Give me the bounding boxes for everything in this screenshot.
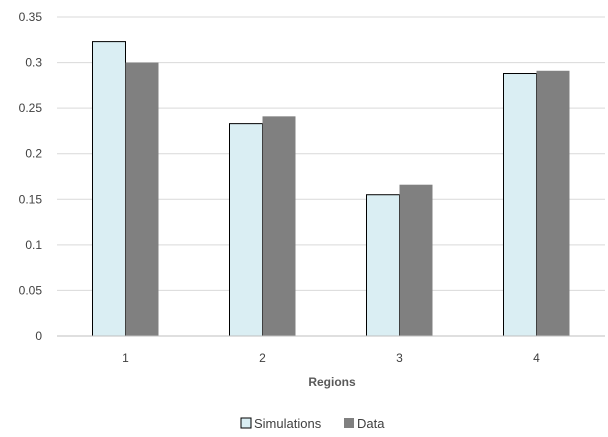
x-tick-label: 3	[396, 351, 403, 365]
x-axis-title: Regions	[308, 375, 356, 389]
y-tick-label: 0.1	[25, 238, 42, 252]
bar-simulations-region-4	[503, 73, 537, 337]
y-axis-tick-labels: 0 0.05 0.1 0.15 0.2 0.25 0.3 0.35	[19, 10, 43, 343]
y-tick-label: 0.3	[25, 56, 42, 70]
legend: Simulations Data	[240, 416, 385, 431]
legend-swatch-simulations	[240, 417, 252, 429]
y-tick-label: 0.2	[25, 147, 42, 161]
bar-simulations-region-1	[92, 41, 126, 337]
legend-label-data: Data	[357, 416, 385, 431]
bar-data-region-1	[125, 62, 159, 336]
y-tick-label: 0.15	[19, 192, 43, 206]
y-tick-label: 0.25	[19, 101, 43, 115]
x-tick-label: 4	[533, 351, 540, 365]
x-tick-label: 1	[122, 351, 129, 365]
bar-simulations-region-3	[366, 194, 400, 337]
legend-label-simulations: Simulations	[254, 416, 322, 431]
y-tick-label: 0.35	[19, 10, 43, 24]
bar-simulations-region-2	[229, 123, 263, 337]
x-tick-label: 2	[259, 351, 266, 365]
legend-swatch-data	[344, 418, 354, 428]
y-tick-label: 0.05	[19, 283, 43, 297]
bars	[92, 41, 570, 337]
x-axis-tick-labels: 1 2 3 4	[122, 351, 540, 365]
y-tick-label: 0	[35, 329, 42, 343]
bar-data-region-4	[536, 70, 570, 336]
bar-data-region-3	[399, 184, 433, 336]
bar-data-region-2	[262, 116, 296, 337]
